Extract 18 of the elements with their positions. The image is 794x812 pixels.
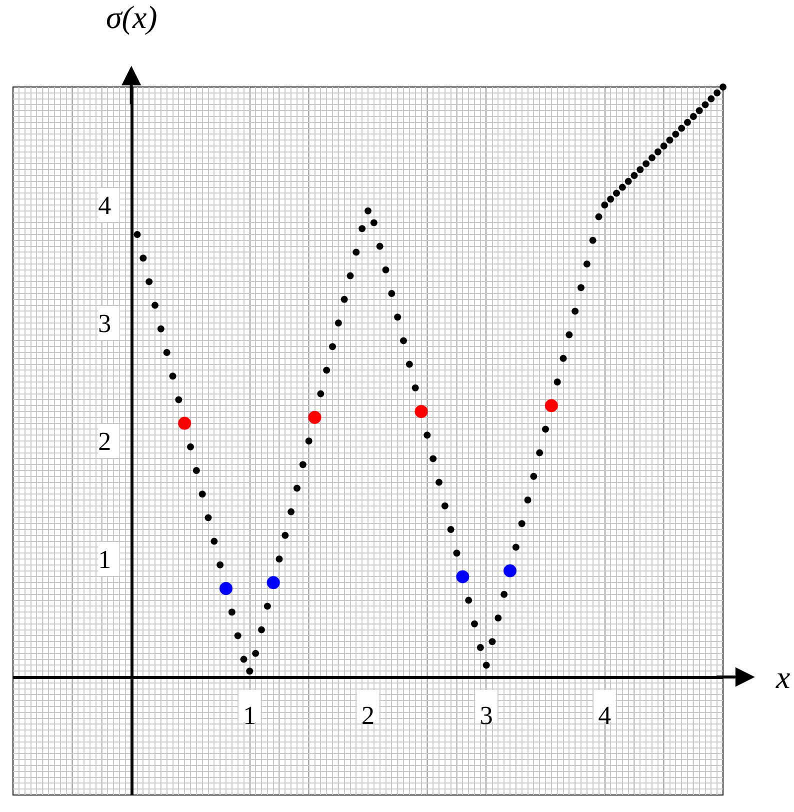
point <box>544 399 558 412</box>
y-axis-title: σ(x) <box>106 0 158 35</box>
point <box>414 405 428 418</box>
point <box>178 416 192 430</box>
point <box>266 576 280 590</box>
point <box>308 410 322 424</box>
x-tick-label: 2 <box>362 701 374 730</box>
point <box>504 564 516 578</box>
x-tick-label: 1 <box>243 701 256 730</box>
x-axis-title: x <box>775 659 790 695</box>
y-tick-label: 4 <box>98 191 112 220</box>
point <box>220 582 232 595</box>
x-tick-label: 3 <box>480 701 493 730</box>
y-tick-label: 1 <box>98 545 112 574</box>
point <box>456 570 470 584</box>
x-tick-label: 4 <box>598 701 612 730</box>
y-tick-label: 3 <box>98 309 112 338</box>
y-tick-label: 2 <box>98 427 112 456</box>
